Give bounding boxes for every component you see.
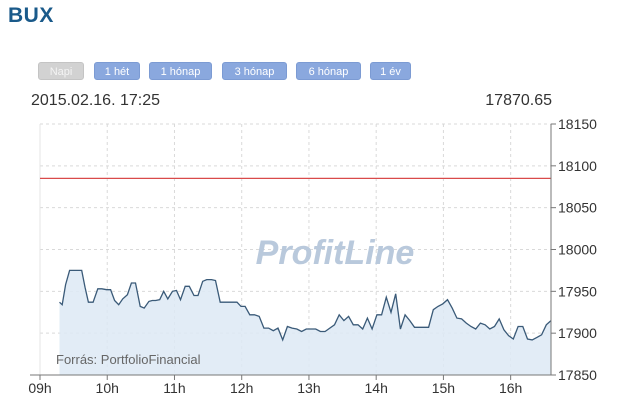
quote-last-value: 17870.65 — [485, 92, 552, 109]
y-tick-label: 17850 — [558, 367, 597, 383]
x-tick-label: 13h — [297, 380, 320, 396]
series-line — [59, 269, 552, 342]
y-tick-label: 18000 — [558, 242, 597, 258]
x-tick-label: 09h — [28, 380, 51, 396]
x-tick-label: 15h — [432, 380, 455, 396]
range-button-6-months[interactable]: 6 hónap — [296, 62, 361, 80]
x-tick-label: 12h — [230, 380, 253, 396]
range-button-3-months[interactable]: 3 hónap — [222, 62, 287, 80]
range-button-daily[interactable]: Napi — [38, 62, 84, 80]
quote-datetime: 2015.02.16. 17:25 — [31, 92, 161, 109]
range-button-1-month[interactable]: 1 hónap — [149, 62, 212, 80]
x-tick-label: 14h — [365, 380, 388, 396]
source-label: Forrás: PortfolioFinancial — [56, 352, 201, 367]
x-tick-label: 16h — [499, 380, 522, 396]
y-tick-label: 18150 — [558, 116, 597, 132]
y-tick-label: 17900 — [558, 325, 597, 341]
x-tick-label: 10h — [96, 380, 119, 396]
series-area — [59, 270, 551, 375]
y-tick-label: 18100 — [558, 158, 597, 174]
y-tick-label: 17950 — [558, 283, 597, 299]
page-title: BUX — [8, 4, 54, 27]
profitline-watermark: ProfitLine — [256, 234, 415, 272]
x-tick-label: 11h — [163, 380, 185, 396]
range-button-1-week[interactable]: 1 hét — [94, 62, 140, 80]
range-button-1-year[interactable]: 1 év — [370, 62, 411, 80]
y-tick-label: 18050 — [558, 200, 597, 216]
